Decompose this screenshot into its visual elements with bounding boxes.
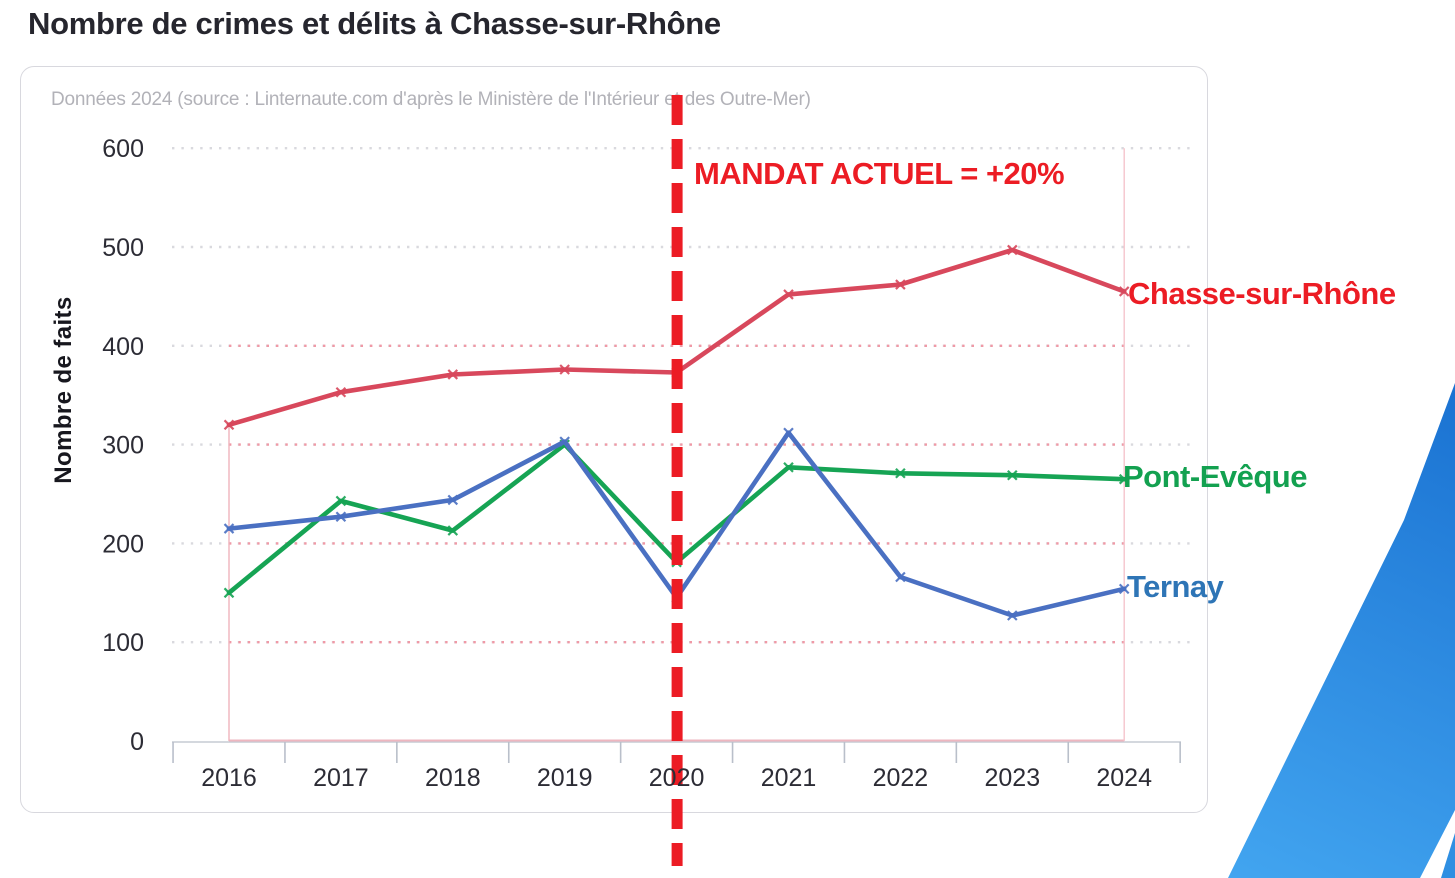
page-title: Nombre de crimes et délits à Chasse-sur-…	[28, 6, 721, 41]
series-label-pont-eveque: Pont-Evêque	[1123, 459, 1307, 494]
decorative-corner-triangle	[1441, 833, 1455, 878]
chart-source-note: Données 2024 (source : Linternaute.com d…	[51, 89, 811, 110]
mandate-annotation-text: MANDAT ACTUEL = +20%	[694, 156, 1065, 191]
series-label-chasse-sur-rhone: Chasse-sur-Rhône	[1128, 276, 1396, 311]
series-label-ternay: Ternay	[1127, 569, 1224, 604]
decorative-band	[1228, 383, 1455, 878]
